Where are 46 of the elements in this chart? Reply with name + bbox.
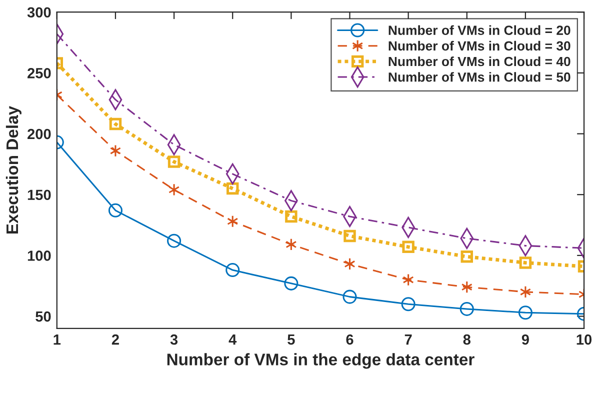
point — [519, 256, 532, 269]
point — [227, 215, 238, 228]
y-tick-label: 300 — [27, 7, 51, 18]
x-tick-label: 5 — [288, 334, 295, 345]
point — [402, 240, 414, 254]
x-tick-label: 8 — [463, 334, 470, 345]
point — [344, 258, 356, 270]
y-tick-label: 50 — [36, 311, 51, 322]
point — [226, 182, 239, 195]
point — [520, 286, 532, 298]
point — [168, 183, 180, 196]
legend-label: Number of VMs in Cloud = 30 — [388, 40, 570, 51]
x-tick-label: 2 — [112, 334, 119, 345]
point — [286, 238, 297, 251]
point — [110, 144, 122, 158]
point — [461, 280, 472, 294]
point — [226, 263, 240, 278]
x-tick-label: 7 — [404, 334, 412, 345]
point — [402, 273, 414, 286]
x-tick-label: 3 — [170, 334, 178, 345]
y-tick-label: 100 — [28, 250, 51, 261]
point — [401, 297, 416, 312]
point — [344, 230, 356, 242]
x-tick-label: 10 — [576, 334, 592, 345]
legend-label: Number of VMs in Cloud = 50 — [388, 72, 570, 82]
legend-label: Number of VMs in Cloud = 20 — [388, 25, 570, 35]
y-tick-label: 150 — [28, 190, 51, 200]
x-axis-title: Number of VMs in the edge data center — [167, 353, 474, 369]
point — [168, 156, 180, 168]
point — [342, 290, 357, 304]
point — [518, 306, 532, 320]
x-tick-label: 6 — [346, 334, 354, 345]
x-tick-label: 1 — [54, 334, 61, 345]
point — [167, 234, 182, 248]
y-tick-label: 200 — [28, 128, 51, 140]
point — [109, 118, 122, 130]
point — [460, 250, 473, 263]
x-tick-label: 4 — [228, 334, 237, 345]
legend-label: Number of VMs in Cloud = 40 — [388, 56, 570, 66]
point — [108, 203, 122, 218]
y-axis-title: Execution Delay — [6, 106, 22, 234]
x-tick-label: 9 — [522, 334, 529, 345]
y-tick-label: 250 — [28, 68, 51, 78]
point — [285, 210, 298, 223]
point — [284, 276, 298, 290]
point — [460, 302, 474, 316]
